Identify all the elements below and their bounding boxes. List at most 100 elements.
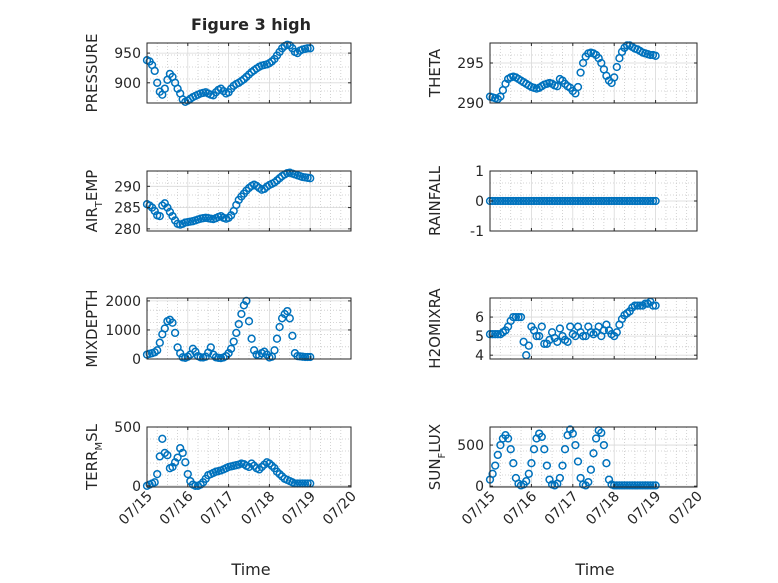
data-point bbox=[173, 453, 182, 462]
data-point bbox=[635, 301, 645, 310]
data-point bbox=[584, 196, 593, 206]
data-point bbox=[519, 196, 528, 206]
y-tick-label: 500 bbox=[114, 420, 141, 436]
data-point bbox=[540, 196, 549, 206]
data-point bbox=[153, 78, 162, 87]
data-point bbox=[524, 469, 533, 478]
y-tick-label: 290 bbox=[457, 96, 484, 112]
data-point bbox=[594, 196, 603, 206]
data-point bbox=[558, 461, 567, 470]
data-point bbox=[498, 196, 508, 206]
data-point bbox=[201, 352, 210, 361]
subplot-1: 950 900 PRESSURE bbox=[83, 34, 352, 112]
data-point bbox=[244, 317, 254, 326]
data-point bbox=[516, 312, 526, 322]
data-point bbox=[633, 196, 642, 206]
data-point bbox=[568, 429, 577, 438]
data-point bbox=[537, 432, 546, 442]
data-point bbox=[651, 196, 660, 206]
data-point bbox=[178, 448, 187, 458]
axes-box bbox=[489, 42, 698, 104]
data-point bbox=[610, 481, 619, 490]
data-point bbox=[509, 312, 518, 322]
data-point bbox=[168, 318, 177, 327]
data-point bbox=[646, 50, 655, 60]
data-series bbox=[485, 41, 660, 104]
data-point bbox=[612, 328, 621, 337]
data-point bbox=[571, 196, 580, 206]
data-point bbox=[496, 196, 505, 206]
data-point bbox=[514, 312, 523, 322]
data-point bbox=[196, 480, 205, 489]
axes-box bbox=[489, 426, 698, 488]
data-point bbox=[522, 477, 531, 486]
data-point bbox=[509, 459, 518, 468]
data-point bbox=[578, 331, 588, 341]
data-point bbox=[493, 196, 502, 206]
subplot-3: 290 285 280 AIRTEMP bbox=[83, 168, 352, 238]
data-point bbox=[542, 461, 552, 470]
data-point bbox=[547, 196, 557, 206]
y-tick-label: 1000 bbox=[105, 323, 141, 339]
data-point bbox=[150, 206, 159, 216]
data-point bbox=[630, 301, 640, 310]
data-point bbox=[625, 196, 634, 206]
data-point bbox=[584, 477, 593, 487]
y-tick-label: 290 bbox=[114, 179, 141, 195]
data-point bbox=[511, 312, 521, 322]
data-point bbox=[158, 434, 167, 443]
subplot-4: 1 0 -1 RAINFALL bbox=[426, 164, 698, 240]
data-point bbox=[247, 334, 256, 343]
data-point bbox=[571, 440, 580, 450]
data-point bbox=[300, 352, 310, 362]
data-point bbox=[612, 62, 621, 72]
data-point bbox=[247, 459, 256, 468]
data-point bbox=[602, 459, 611, 468]
data-point bbox=[226, 344, 236, 353]
data-series bbox=[142, 168, 315, 229]
data-point bbox=[638, 196, 647, 206]
data-point bbox=[622, 41, 632, 50]
y-axis-label: TERRMSL bbox=[83, 423, 105, 491]
data-point bbox=[150, 66, 159, 76]
data-point bbox=[270, 346, 279, 355]
data-point bbox=[643, 481, 652, 490]
axes-box bbox=[146, 170, 352, 232]
data-point bbox=[160, 84, 169, 93]
data-point bbox=[532, 331, 541, 341]
data-series bbox=[485, 196, 660, 206]
data-point bbox=[581, 331, 590, 341]
data-point bbox=[563, 196, 572, 206]
y-tick-label: 295 bbox=[457, 56, 484, 72]
y-tick-label: 0 bbox=[475, 194, 484, 210]
data-point bbox=[586, 465, 596, 474]
data-point bbox=[576, 196, 585, 206]
y-tick-label: 1 bbox=[475, 164, 484, 180]
data-point bbox=[163, 203, 172, 212]
data-point bbox=[488, 196, 497, 206]
data-point bbox=[633, 301, 642, 310]
data-point bbox=[589, 196, 598, 206]
data-point bbox=[651, 51, 660, 60]
y-tick-label: 280 bbox=[114, 222, 141, 238]
data-point bbox=[234, 319, 243, 329]
data-point bbox=[620, 481, 629, 490]
data-point bbox=[519, 337, 528, 346]
data-point bbox=[503, 434, 513, 443]
y-axis-label: MIXDEPTH bbox=[83, 289, 101, 367]
data-point bbox=[257, 462, 266, 472]
data-point bbox=[506, 445, 515, 454]
data-point bbox=[537, 322, 546, 331]
y-axis-label: RAINFALL bbox=[426, 165, 444, 236]
data-point bbox=[602, 196, 611, 206]
data-point bbox=[628, 196, 637, 206]
data-point bbox=[578, 196, 588, 206]
data-point bbox=[560, 445, 570, 454]
y-tick-label: 4 bbox=[475, 348, 484, 364]
data-point bbox=[265, 459, 274, 468]
data-point bbox=[586, 196, 596, 206]
y-tick-label: 0 bbox=[475, 479, 484, 495]
y-tick-label: 0 bbox=[132, 479, 141, 495]
data-point bbox=[563, 337, 572, 346]
data-point bbox=[648, 196, 658, 206]
